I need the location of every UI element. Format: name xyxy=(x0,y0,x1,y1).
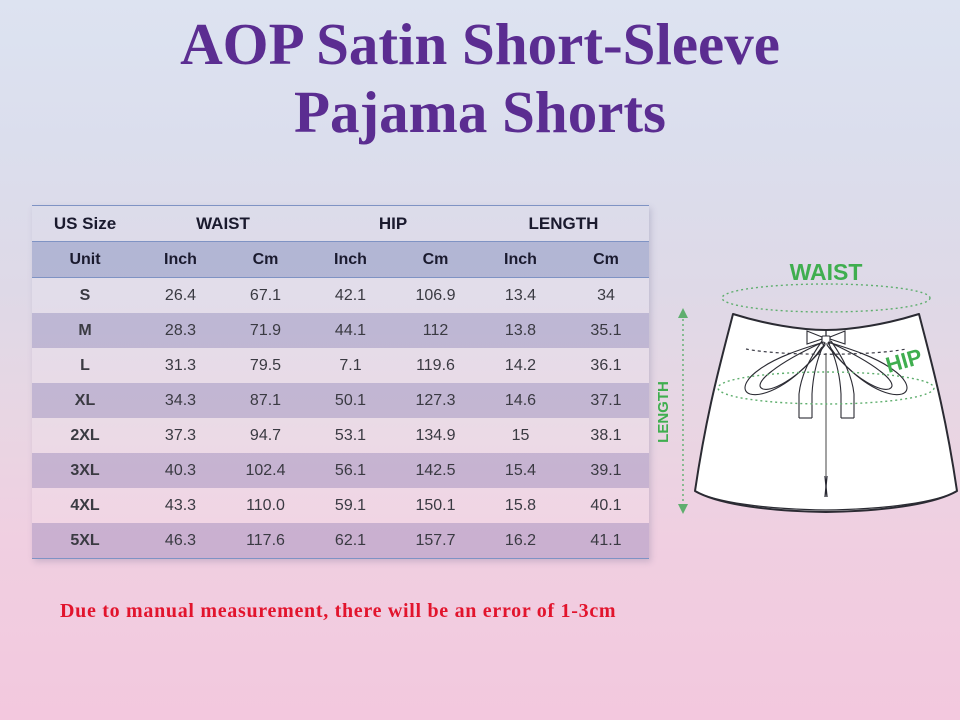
svg-text:LENGTH: LENGTH xyxy=(655,381,672,443)
svg-text:WAIST: WAIST xyxy=(790,259,863,285)
